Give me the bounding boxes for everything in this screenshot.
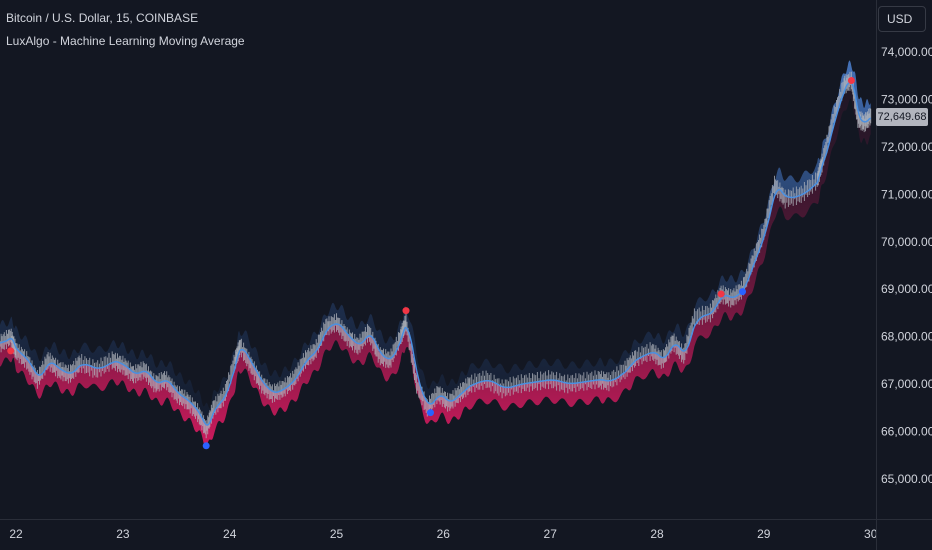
bullish-signal-dot <box>202 442 210 450</box>
y-tick-label: 70,000.00 <box>881 235 932 249</box>
indicator-title[interactable]: LuxAlgo - Machine Learning Moving Averag… <box>6 34 245 48</box>
currency-button[interactable]: USD <box>878 6 926 32</box>
y-tick-label: 68,000.00 <box>881 330 932 344</box>
last-price-label: 72,649.68 <box>876 108 928 126</box>
bullish-signal-dot <box>427 409 434 417</box>
y-tick-label: 67,000.00 <box>881 377 932 391</box>
candles <box>0 71 872 439</box>
y-tick-label: 66,000.00 <box>881 425 932 439</box>
x-tick-label: 27 <box>544 527 558 541</box>
x-tick-label: 23 <box>116 527 130 541</box>
x-tick-label: 30 <box>864 527 878 541</box>
bearish-signal-dot <box>402 307 410 315</box>
signal-markers <box>7 77 855 450</box>
x-tick-label: 29 <box>757 527 771 541</box>
x-tick-label: 25 <box>330 527 344 541</box>
price-axis[interactable]: 65,000.00 66,000.00 67,000.00 68,000.00 69,0… <box>881 45 932 486</box>
x-tick-label: 22 <box>9 527 23 541</box>
x-tick-label: 28 <box>650 527 664 541</box>
x-tick-label: 26 <box>437 527 451 541</box>
x-tick-label: 24 <box>223 527 237 541</box>
y-tick-label: 71,000.00 <box>881 187 932 201</box>
y-tick-label: 73,000.00 <box>881 92 932 106</box>
time-axis[interactable]: 22 23 24 25 26 27 28 29 30 <box>9 527 877 541</box>
bearish-signal-dot <box>717 290 725 298</box>
bearish-signal-dot <box>7 347 15 355</box>
y-tick-label: 65,000.00 <box>881 472 932 486</box>
y-tick-label: 69,000.00 <box>881 282 932 296</box>
y-tick-label: 72,000.00 <box>881 140 932 154</box>
bullish-signal-dot <box>739 288 746 296</box>
price-axis-divider <box>876 0 877 550</box>
bearish-signal-dot <box>847 77 855 84</box>
time-axis-divider <box>0 519 932 520</box>
y-tick-label: 74,000.00 <box>881 45 932 59</box>
chart-title[interactable]: Bitcoin / U.S. Dollar, 15, COINBASE <box>6 11 199 25</box>
